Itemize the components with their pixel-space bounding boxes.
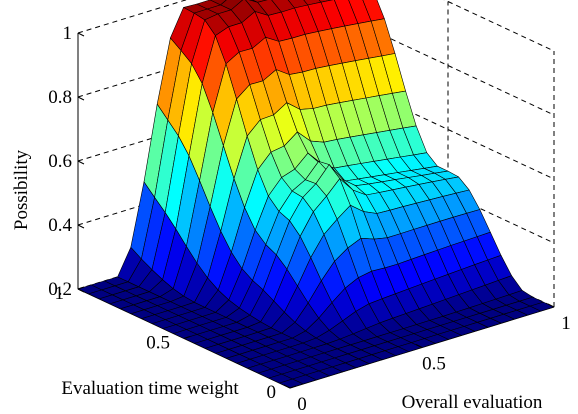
z-tick-label: 0.2 xyxy=(48,279,72,300)
y-tick-label: 0.5 xyxy=(146,333,170,354)
x-tick-mark xyxy=(547,303,555,308)
surface-patch xyxy=(209,0,227,6)
y-tick-mark xyxy=(183,336,191,339)
y-tick-mark xyxy=(289,385,297,389)
z-tick-label: 0.4 xyxy=(48,215,72,236)
z-tick-mark xyxy=(77,160,85,165)
z-tick-mark xyxy=(77,32,85,37)
y-axis-label: Evaluation time weight xyxy=(61,378,239,399)
z-tick-label: 0.8 xyxy=(48,87,72,108)
x-tick-label: 0 xyxy=(297,394,307,414)
z-tick-mark xyxy=(77,96,85,101)
x-tick-mark xyxy=(283,384,291,389)
z-axis-label: Possibility xyxy=(11,149,32,230)
z-tick-mark xyxy=(77,224,85,229)
z-tick-label: 1 xyxy=(63,23,73,44)
y-tick-label: 1 xyxy=(55,283,65,304)
x-tick-label: 1 xyxy=(561,313,571,334)
y-tick-mark xyxy=(77,286,85,290)
z-tick-mark xyxy=(77,288,85,293)
z-tick-label: 0.6 xyxy=(48,151,72,172)
surface xyxy=(77,0,555,389)
y-tick-label: 0 xyxy=(267,382,277,403)
x-tick-mark xyxy=(415,344,423,348)
back-edge-line xyxy=(77,0,188,34)
x-tick-label: 0.5 xyxy=(422,354,446,375)
tick-labels: 0.2 0.4 0.6 0.8 1 0 0.5 1 0 0.5 1 xyxy=(48,23,571,414)
x-axis-label: Overall evaluation xyxy=(402,392,543,413)
